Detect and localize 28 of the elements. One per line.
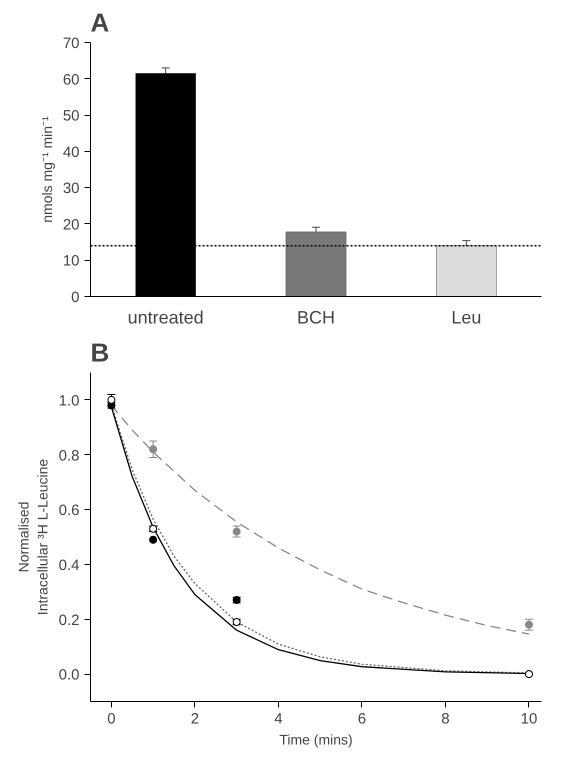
x-tick-label: 2 — [190, 710, 200, 728]
y-tick-label: 20 — [62, 216, 80, 234]
y-tick-label: 40 — [62, 144, 80, 161]
x-tick-label: 0 — [107, 710, 116, 728]
y-tick-label: 0.6 — [58, 502, 80, 520]
y-tick-label: 30 — [62, 180, 80, 198]
y-tick-label: 0.4 — [58, 556, 80, 574]
x-tick-label: BCH — [297, 308, 336, 328]
x-tick-label: 4 — [274, 710, 283, 728]
y-axis-title: nmols mg⁻¹ min⁻¹ — [38, 116, 55, 223]
x-tick-label: 10 — [520, 710, 538, 728]
y-tick-label: 0.8 — [58, 447, 80, 464]
y-tick-label: 0 — [71, 289, 80, 306]
chart-title: A — [90, 8, 110, 38]
x-tick-label: 8 — [441, 710, 450, 728]
y-tick-label: 60 — [62, 71, 80, 88]
x-axis-title: Time (mins) — [279, 732, 353, 748]
y-tick-label: 50 — [62, 108, 80, 125]
y-tick-label: 0.2 — [58, 612, 80, 629]
y-tick-label: 10 — [62, 252, 80, 270]
y-axis-title: Normalised Intracellular ³H L-Leucine — [15, 458, 51, 616]
x-tick-label: untreated — [128, 308, 204, 328]
y-tick-label: 1.0 — [58, 392, 80, 410]
y-tick-label: 0.0 — [58, 666, 80, 684]
x-tick-label: 6 — [358, 710, 366, 728]
x-tick-label: Leu — [451, 308, 482, 328]
chart-title: B — [90, 338, 110, 368]
y-tick-label: 70 — [62, 35, 80, 52]
